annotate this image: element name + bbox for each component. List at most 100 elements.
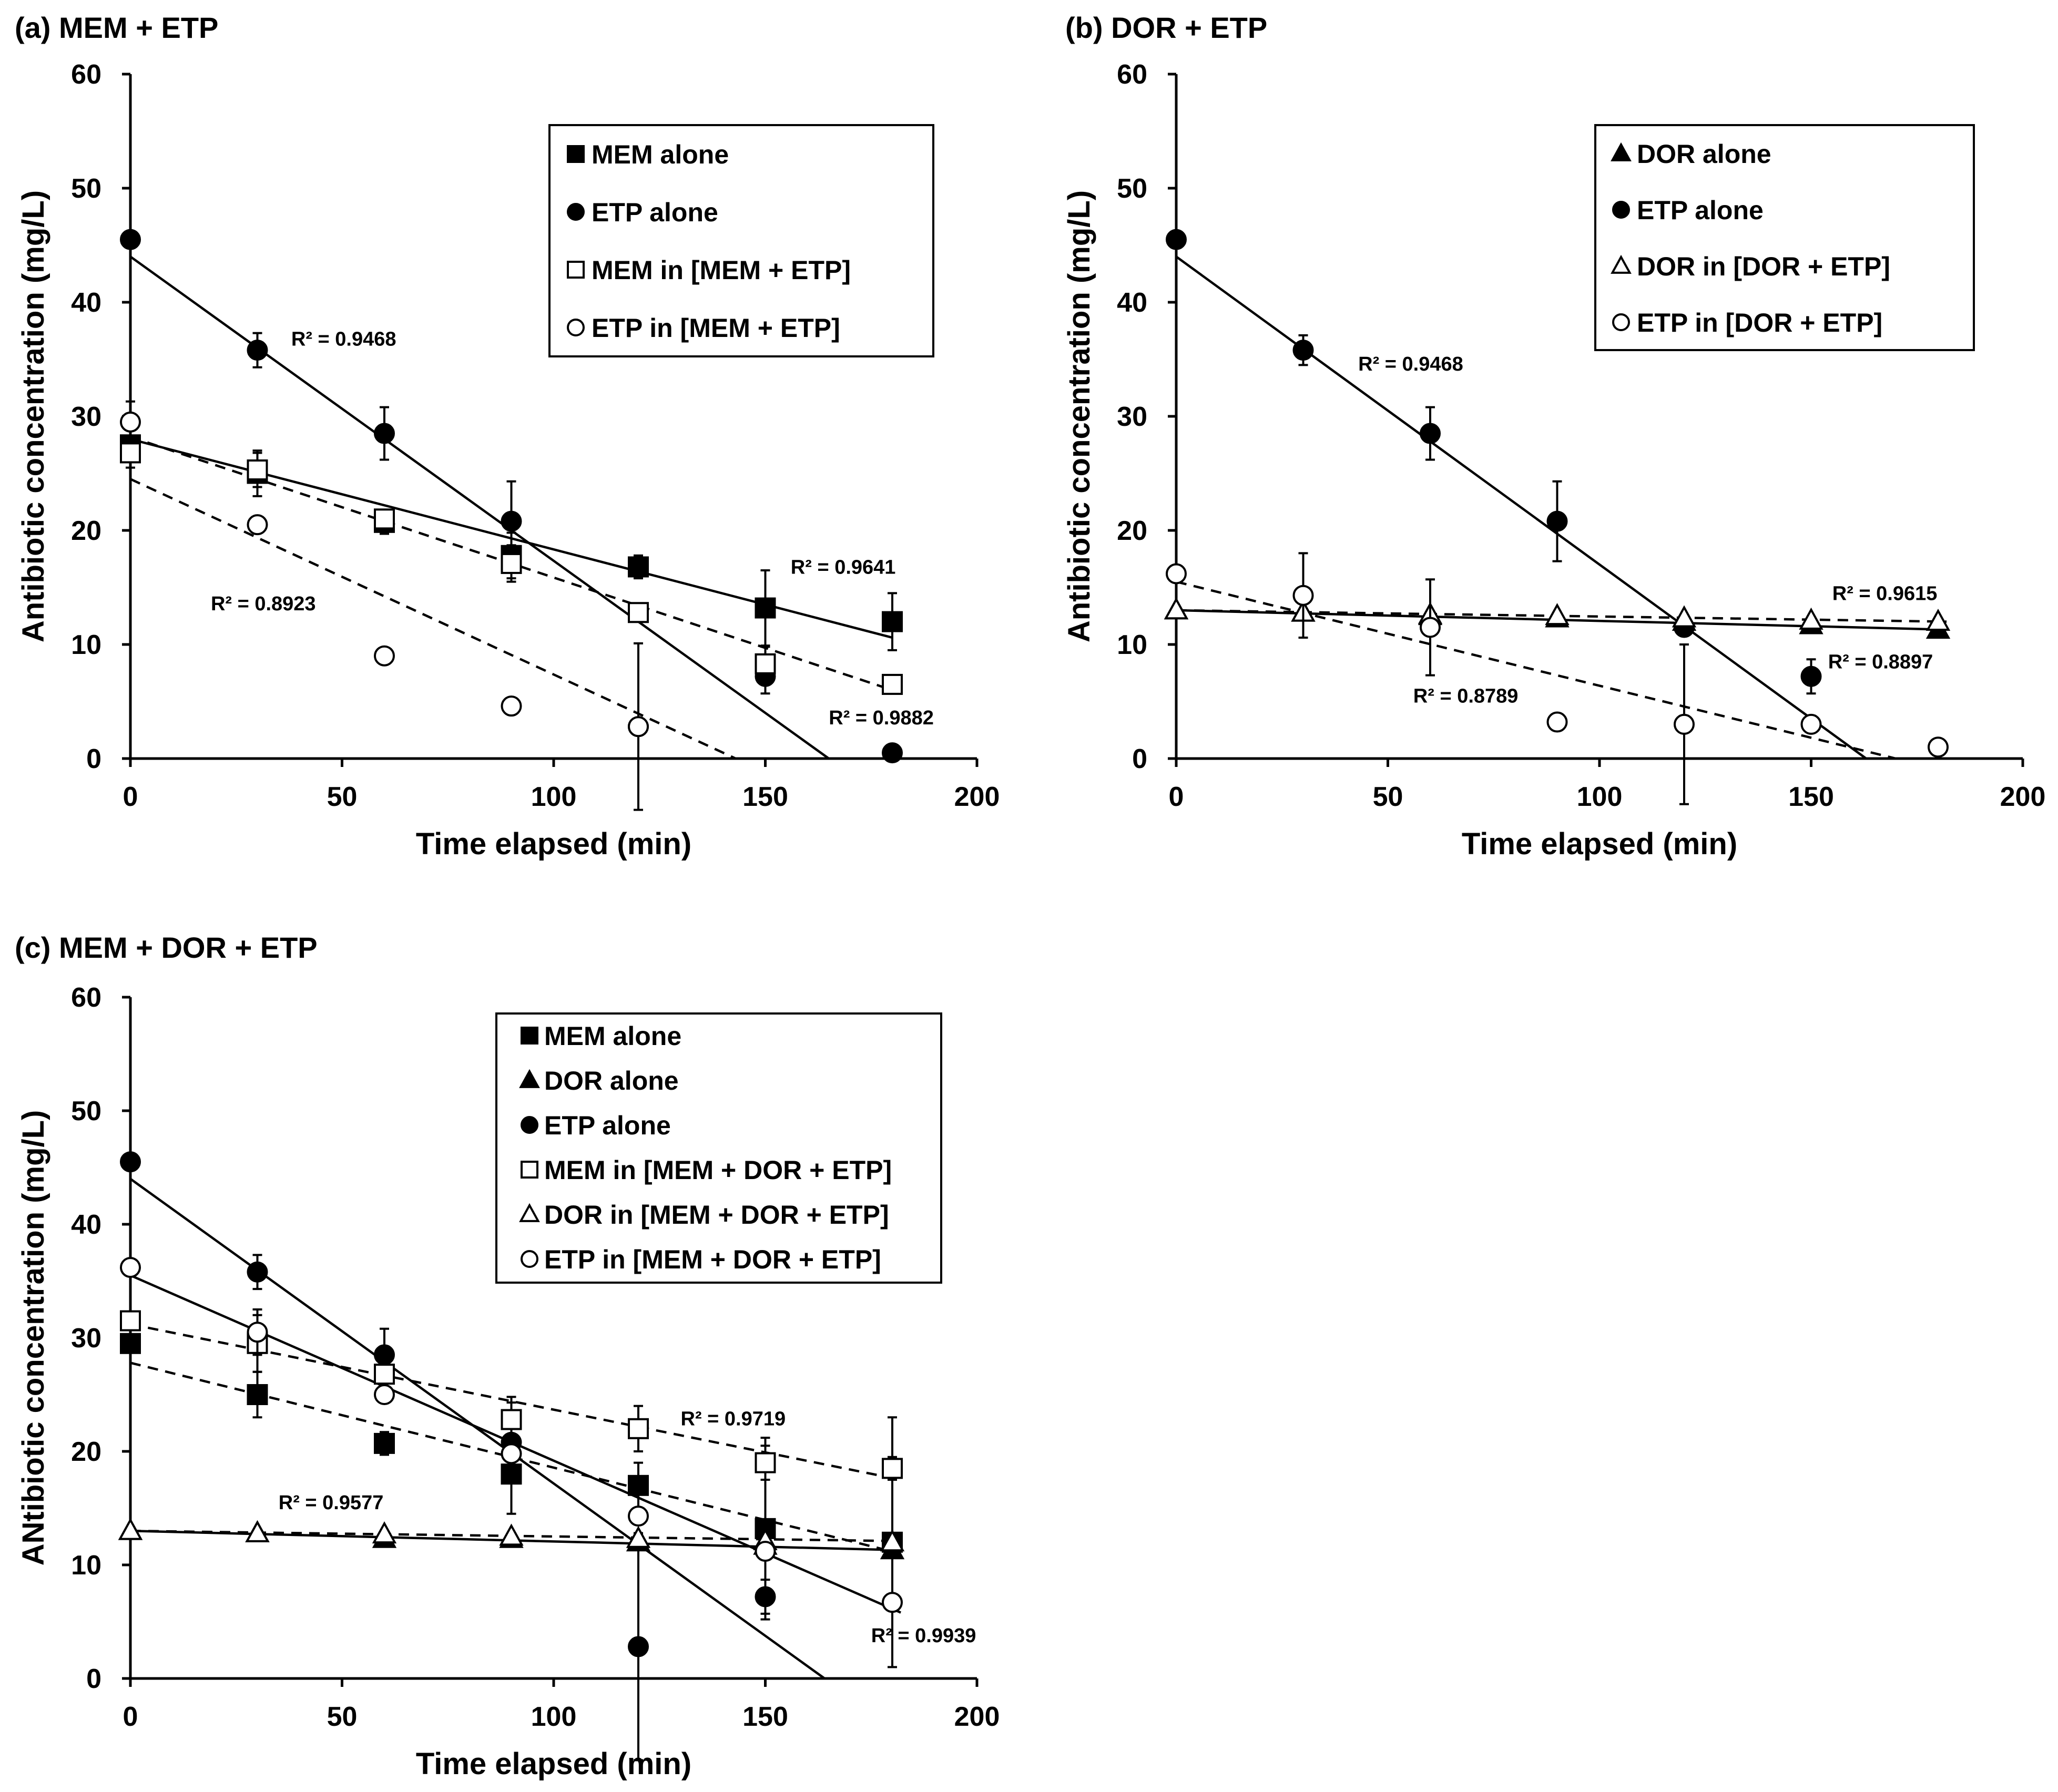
y-tick-label: 20 (1117, 516, 1147, 546)
data-point (882, 673, 903, 695)
legend-label: DOR alone (1637, 139, 1771, 169)
data-point (499, 1523, 524, 1546)
data-point (628, 1506, 649, 1527)
data-point (1420, 423, 1441, 444)
data-point (501, 510, 522, 532)
y-tick-label: 40 (1117, 288, 1147, 318)
data-point (120, 442, 141, 464)
r-squared-label: R² = 0.9882 (829, 707, 934, 729)
trend-line (129, 1177, 826, 1680)
data-point (247, 340, 268, 361)
legend: MEM alone DOR alone ETP alone MEM in [MEM +… (495, 1012, 942, 1284)
legend-label: ETP in [MEM + DOR + ETP] (544, 1245, 881, 1274)
y-tick-label: 30 (71, 402, 101, 432)
x-tick-label: 100 (531, 782, 577, 812)
trend-line (1176, 580, 1897, 760)
legend-box (548, 124, 934, 357)
x-tick-label: 100 (531, 1702, 577, 1732)
y-tick-label: 20 (71, 1437, 101, 1467)
r-squared-label: R² = 0.9641 (791, 556, 896, 578)
panel-title: (a) MEM + ETP (15, 11, 218, 44)
legend-marker (567, 319, 585, 336)
y-tick-label: 10 (1117, 630, 1147, 660)
trend-line (129, 255, 830, 760)
legend-label: MEM alone (544, 1021, 681, 1051)
data-point (120, 1151, 141, 1173)
r-squared-label: R² = 0.8789 (1413, 685, 1519, 708)
data-point (880, 1529, 905, 1552)
data-point (755, 1586, 776, 1607)
y-tick-label: 50 (71, 1096, 101, 1127)
r-squared-label: R² = 0.9577 (279, 1492, 384, 1514)
data-point (628, 556, 649, 578)
r-squared-label: R² = 0.9468 (1358, 353, 1463, 375)
data-point (755, 1452, 776, 1473)
legend-label: ETP alone (544, 1111, 671, 1140)
legend-label: MEM in [MEM + ETP] (592, 255, 851, 285)
series-dor-in-dor-etp (1164, 597, 1951, 631)
data-point (247, 459, 268, 480)
series-etp-alone (1166, 229, 1822, 695)
series-etp-in-mem-etp (120, 400, 649, 738)
data-point (1292, 340, 1314, 361)
legend-marker (1611, 254, 1632, 274)
legend-marker (567, 145, 585, 163)
y-tick-label: 60 (71, 982, 101, 1013)
data-point (120, 1257, 141, 1278)
y-tick-label: 30 (1117, 402, 1147, 432)
r-squared-label: R² = 0.9468 (291, 328, 396, 350)
data-point (1292, 585, 1314, 606)
y-tick-label: 10 (71, 630, 101, 660)
data-point (501, 695, 522, 717)
legend-marker (521, 1250, 538, 1268)
legend-marker (519, 1069, 540, 1088)
chart-panel-b: (b) DOR + ETP 0 50 100 150 200 0 10 20 30 40 50 60 Ti… (1062, 11, 2045, 861)
legend-marker (521, 1116, 538, 1134)
legend-label: ETP alone (1637, 196, 1764, 225)
y-tick-label: 0 (1132, 744, 1147, 774)
panel-title: (c) MEM + DOR + ETP (15, 931, 318, 964)
legend-label: DOR in [MEM + DOR + ETP] (544, 1200, 889, 1230)
y-tick-label: 50 (71, 173, 101, 204)
data-point (374, 1384, 395, 1405)
data-point (374, 1432, 395, 1454)
legend: DOR alone ETP alone DOR in [DOR + ETP] ETP … (1594, 124, 1975, 351)
data-point (372, 1521, 397, 1544)
data-point (882, 611, 903, 632)
y-tick-label: 60 (1117, 59, 1147, 90)
legend: MEM alone ETP alone MEM in [MEM + ETP] ETP … (548, 124, 934, 357)
data-point (1799, 607, 1823, 630)
legend-marker (1611, 142, 1632, 161)
legend-marker (567, 261, 585, 279)
legend-box (1594, 124, 1975, 351)
legend-label: MEM alone (592, 140, 729, 169)
data-point (1800, 665, 1822, 687)
data-point (1164, 597, 1189, 620)
series-mem-in-mem-etp (120, 442, 903, 695)
data-point (628, 716, 649, 738)
data-point (628, 1418, 649, 1439)
data-point (882, 742, 903, 764)
y-tick-label: 0 (86, 744, 101, 774)
r-squared-label: R² = 0.9615 (1832, 582, 1938, 605)
data-point (1672, 605, 1697, 628)
r-squared-label: R² = 0.9939 (871, 1625, 976, 1647)
y-tick-label: 30 (71, 1323, 101, 1354)
x-tick-label: 0 (123, 1702, 138, 1732)
legend-marker (519, 1203, 540, 1222)
legend-label: ETP in [DOR + ETP] (1637, 308, 1882, 337)
y-tick-label: 20 (71, 516, 101, 546)
data-point (247, 1261, 268, 1283)
data-point (882, 1458, 903, 1479)
x-tick-label: 150 (742, 1702, 788, 1732)
data-point (501, 552, 522, 574)
trend-line (130, 478, 737, 760)
chart-panel-c: (c) MEM + DOR + ETP 0 50 100 150 200 0 10 20 30 40… (15, 931, 1000, 1781)
legend-marker (521, 1161, 538, 1179)
y-tick-label: 0 (86, 1664, 101, 1694)
data-point (1546, 711, 1568, 733)
x-axis-label: Time elapsed (min) (416, 1747, 691, 1781)
data-point (1545, 603, 1570, 626)
data-point (374, 423, 395, 444)
